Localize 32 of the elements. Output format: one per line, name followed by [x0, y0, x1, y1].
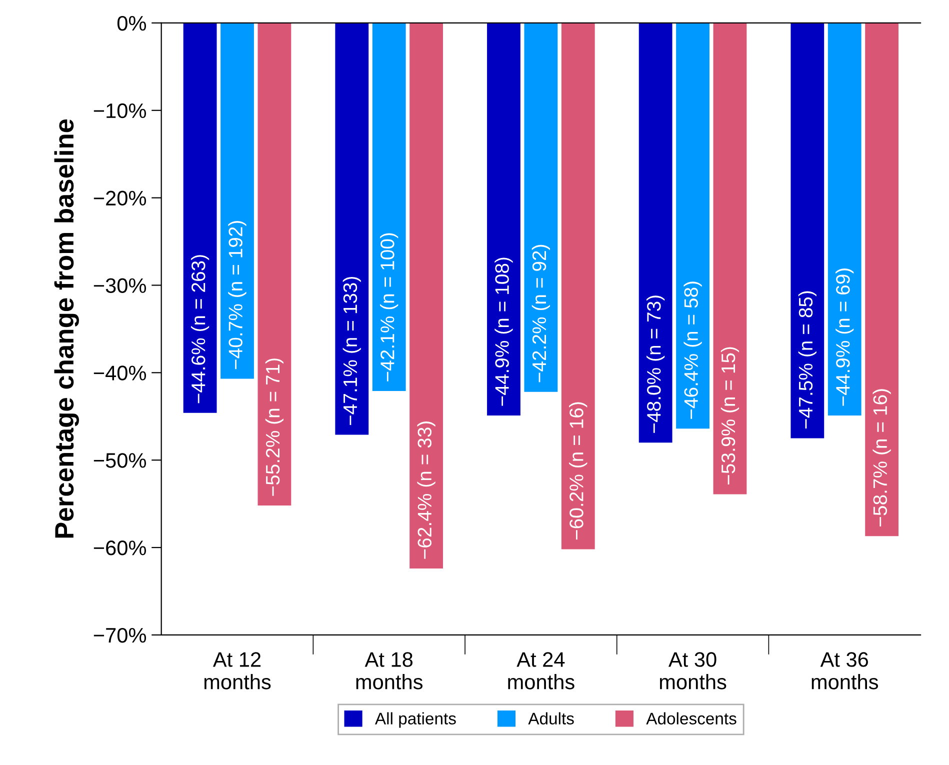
- data-label: −55.2% (n = 71): [265, 358, 284, 496]
- data-label: −46.4% (n = 58): [684, 282, 702, 419]
- x-tick-label: At 36 months: [812, 652, 878, 690]
- legend-label: Adults: [528, 712, 574, 724]
- legend-label: Adolescents: [646, 712, 736, 724]
- data-label: −42.2% (n = 92): [532, 244, 550, 382]
- y-tick-label: −60%: [94, 540, 146, 556]
- data-label: −60.2% (n = 16): [569, 402, 588, 540]
- data-label: −44.6% (n = 263): [190, 255, 210, 404]
- x-tick-label: At 24 months: [508, 652, 574, 690]
- legend-label: All patients: [374, 712, 456, 728]
- x-tick-label: At 30 months: [660, 652, 726, 690]
- y-tick-label: −50%: [94, 453, 146, 468]
- y-tick-label: 0%: [117, 16, 146, 31]
- y-tick-label: −30%: [94, 278, 146, 293]
- data-label: −47.1% (n = 133): [342, 276, 361, 426]
- data-label: −53.9% (n = 15): [720, 347, 740, 484]
- data-label: −48.0% (n = 73): [646, 296, 665, 433]
- data-label: −42.1% (n = 100): [380, 233, 398, 382]
- data-label: −44.9% (n = 108): [494, 258, 513, 406]
- data-label: −58.7% (n = 16): [872, 389, 891, 526]
- y-tick-label: −20%: [94, 190, 146, 206]
- y-tick-label: −70%: [94, 628, 146, 643]
- y-tick-label: −10%: [94, 103, 146, 118]
- data-label: −47.5% (n = 85): [798, 291, 816, 429]
- data-label: −44.9% (n = 69): [836, 268, 854, 406]
- x-tick-label: At 12 months: [204, 652, 271, 690]
- data-label: −62.4% (n = 33): [417, 422, 436, 559]
- y-tick-label: −40%: [94, 366, 146, 380]
- data-label: −40.7% (n = 192): [228, 220, 246, 370]
- x-tick-label: At 18 months: [356, 652, 422, 690]
- y-axis-title: Percentage change from baseline: [54, 119, 79, 538]
